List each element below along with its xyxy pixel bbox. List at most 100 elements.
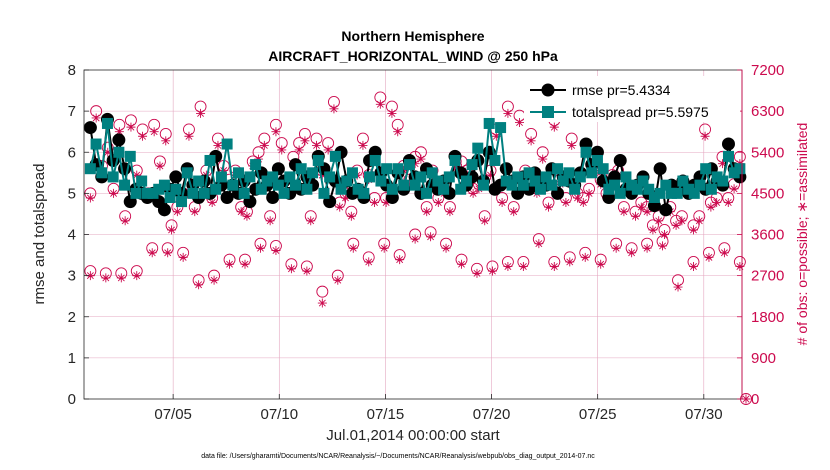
obs-assimilated-point [395,255,405,265]
totalspread-point [443,171,455,183]
totalspread-point [164,191,176,203]
obs-assimilated-point [729,184,739,194]
totalspread-point [130,187,142,199]
y-tick-label-right: 900 [751,350,776,367]
y-tick-label-left: 5 [68,185,76,202]
obs-assimilated-point [178,252,188,262]
obs-assimilated-point [329,104,339,114]
obs-assimilated-point [491,131,501,141]
totalspread-point [483,117,495,129]
totalspread-point [107,171,119,183]
totalspread-point [591,154,603,166]
totalspread-point [318,187,330,199]
totalspread-point [381,163,393,175]
y-tick-label-right: 6300 [751,103,784,120]
obs-assimilated-point [323,145,333,155]
totalspread-point [426,167,438,179]
totalspread-point [534,183,546,195]
obs-assimilated-point [658,241,668,251]
data-file-footer: data file: /Users/gharamti/Documents/NCA… [201,453,595,460]
totalspread-point [438,183,450,195]
obs-assimilated-point [472,268,482,278]
obs-assimilated-point [712,198,722,208]
y-tick-label-right: 2700 [751,268,784,285]
obs-assimilated-point [375,99,385,109]
y-tick-label-left: 1 [68,350,76,367]
obs-assimilated-point [207,198,217,208]
obs-assimilated-point [242,211,252,221]
obs-assimilated-point [573,193,582,203]
totalspread-point [198,187,210,199]
totalspread-point [136,175,148,187]
obs-assimilated-point [317,298,327,308]
totalspread-point [392,163,404,175]
totalspread-point [705,183,717,195]
totalspread-point [477,179,489,191]
totalspread-point [375,175,387,187]
totalspread-point [261,175,273,187]
totalspread-point [403,159,415,171]
totalspread-point [506,179,518,191]
obs-assimilated-point [194,280,204,290]
rmse-point [169,170,183,184]
obs-assimilated-point [213,140,223,150]
axes: 0 1 2 3 4 5 6 7 8 0 900 1800 2700 3600 4500 5400 6300 720… [68,62,785,423]
obs-assimilated-point [580,252,590,262]
x-tick-label: 07/20 [473,406,511,423]
obs-assimilated-point [497,198,507,208]
obs-assimilated-point [387,108,397,118]
obs-assimilated-point [138,131,148,141]
obs-assimilated-point [723,198,733,208]
obs-assimilated-point [209,275,219,285]
x-tick-label: 07/30 [685,406,723,423]
y-axis-label-right: # of obs: o=possible; ∗=assimilated [794,123,810,346]
totalspread-point [666,187,678,199]
totalspread-point [421,187,433,199]
totalspread-point [158,179,170,191]
totalspread-point [700,163,712,175]
totalspread-point [415,171,427,183]
obs-assimilated-point [596,259,606,269]
obs-assimilated-point [126,122,136,132]
obs-assimilated-point [567,140,577,150]
totalspread-point [432,175,444,187]
totalspread-point [620,171,632,183]
y-tick-label-right: 7200 [751,62,784,79]
y-tick-label-right: 0 [751,391,759,408]
totalspread-point [489,154,501,166]
y-tick-label-right: 3600 [751,227,784,244]
obs-assimilated-point [694,216,704,226]
obs-assimilated-point [358,140,368,150]
x-axis-label: Jul.01,2014 00:00:00 start [326,427,500,444]
obs-assimilated-point [190,207,200,217]
totalspread-point [512,171,524,183]
chart-title-line2: AIRCRAFT_HORIZONTAL_WIND @ 250 hPa [268,48,558,64]
totalspread-point [648,191,660,203]
totalspread-point [495,122,507,134]
rmse-point [659,203,673,217]
obs-assimilated-point [364,257,374,267]
y-tick-label-left: 6 [68,144,76,161]
obs-assimilated-point [719,248,729,258]
totalspread-point [643,183,655,195]
y-tick-label-right: 4500 [751,185,784,202]
obs-assimilated-point [114,127,124,137]
obs-assimilated-point [688,225,698,235]
totalspread-point [215,171,227,183]
obs-assimilated-point [515,118,525,128]
obs-assimilated-point [348,243,358,253]
totalspread-point [352,183,364,195]
totalspread-point [267,171,279,183]
totalspread-point [335,183,347,195]
obs-assimilated-point [155,161,165,171]
legend-box [524,76,740,122]
y-tick-label-left: 4 [68,227,76,244]
totalspread-point [147,187,159,199]
obs-assimilated-point [306,216,316,226]
obs-assimilated-point [265,216,275,226]
chart-title-line1: Northern Hemisphere [341,28,484,44]
rmse-point [157,203,171,217]
totalspread-point [677,175,689,187]
rmse-point [83,121,97,135]
obs-assimilated-point [381,198,391,208]
